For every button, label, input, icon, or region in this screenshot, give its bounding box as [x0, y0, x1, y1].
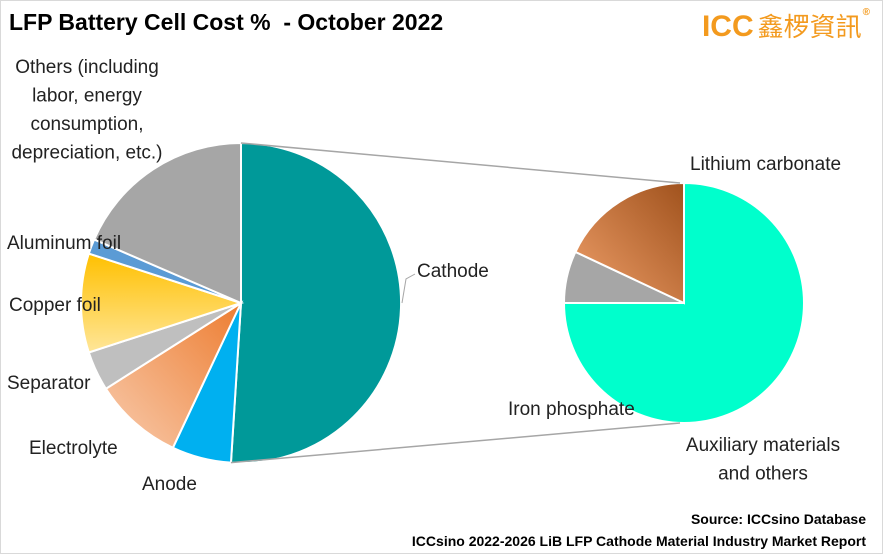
- label-cathode-line: Cathode: [417, 261, 489, 282]
- label-electrolyte-line: Electrolyte: [29, 438, 118, 459]
- iccsino-logo: ICC 鑫椤資訊®: [702, 7, 870, 44]
- chart-title: LFP Battery Cell Cost % - October 2022: [9, 9, 444, 35]
- label-others-line: labor, energy: [32, 86, 142, 107]
- label-auxiliary-line: and others: [718, 464, 808, 485]
- label-separator: Separator: [7, 373, 91, 394]
- label-aluminum-foil: Aluminum foil: [7, 233, 121, 254]
- slice-iron-phosphate: [574, 181, 685, 305]
- label-auxiliary-line: Auxiliary materials: [686, 435, 840, 456]
- label-anode-line: Anode: [142, 474, 197, 495]
- label-lithium-carbonate: Lithium carbonate: [690, 154, 841, 175]
- label-others-line: consumption,: [30, 114, 143, 135]
- label-anode: Anode: [142, 474, 197, 495]
- label-electrolyte: Electrolyte: [29, 438, 118, 459]
- label-cathode: Cathode: [417, 261, 489, 282]
- label-others-line: Others (including: [15, 57, 159, 78]
- label-iron-phosphate-line: Iron phosphate: [508, 399, 635, 420]
- connector-line-top: [240, 142, 681, 184]
- label-aluminum-foil-line: Aluminum foil: [7, 233, 121, 254]
- logo-registered-mark: ®: [862, 7, 870, 18]
- slice-copper-foil: [80, 252, 245, 354]
- label-separator-line: Separator: [7, 373, 91, 394]
- report-line: ICCsino 2022-2026 LiB LFP Cathode Materi…: [411, 533, 866, 549]
- slice-cathode: [229, 141, 403, 464]
- logo-cjk: 鑫椤資訊: [757, 12, 862, 42]
- cathode-leader-line: [401, 273, 416, 304]
- label-copper-foil: Copper foil: [9, 295, 101, 316]
- slice-electrolyte: [104, 300, 244, 450]
- slice-lithium-carbonate: [562, 181, 805, 424]
- label-auxiliary: Auxiliary materials and others: [686, 435, 840, 485]
- label-copper-foil-line: Copper foil: [9, 295, 101, 316]
- connector-line-bottom: [230, 422, 681, 464]
- label-iron-phosphate: Iron phosphate: [508, 399, 635, 420]
- label-lithium-carbonate-line: Lithium carbonate: [690, 154, 841, 175]
- logo-brand: ICC: [701, 10, 754, 43]
- source-line: Source: ICCsino Database: [690, 511, 866, 527]
- label-others: Others (including labor, energy consumptio…: [11, 57, 162, 164]
- label-others-line: depreciation, etc.): [11, 143, 162, 164]
- slice-others: [92, 141, 242, 305]
